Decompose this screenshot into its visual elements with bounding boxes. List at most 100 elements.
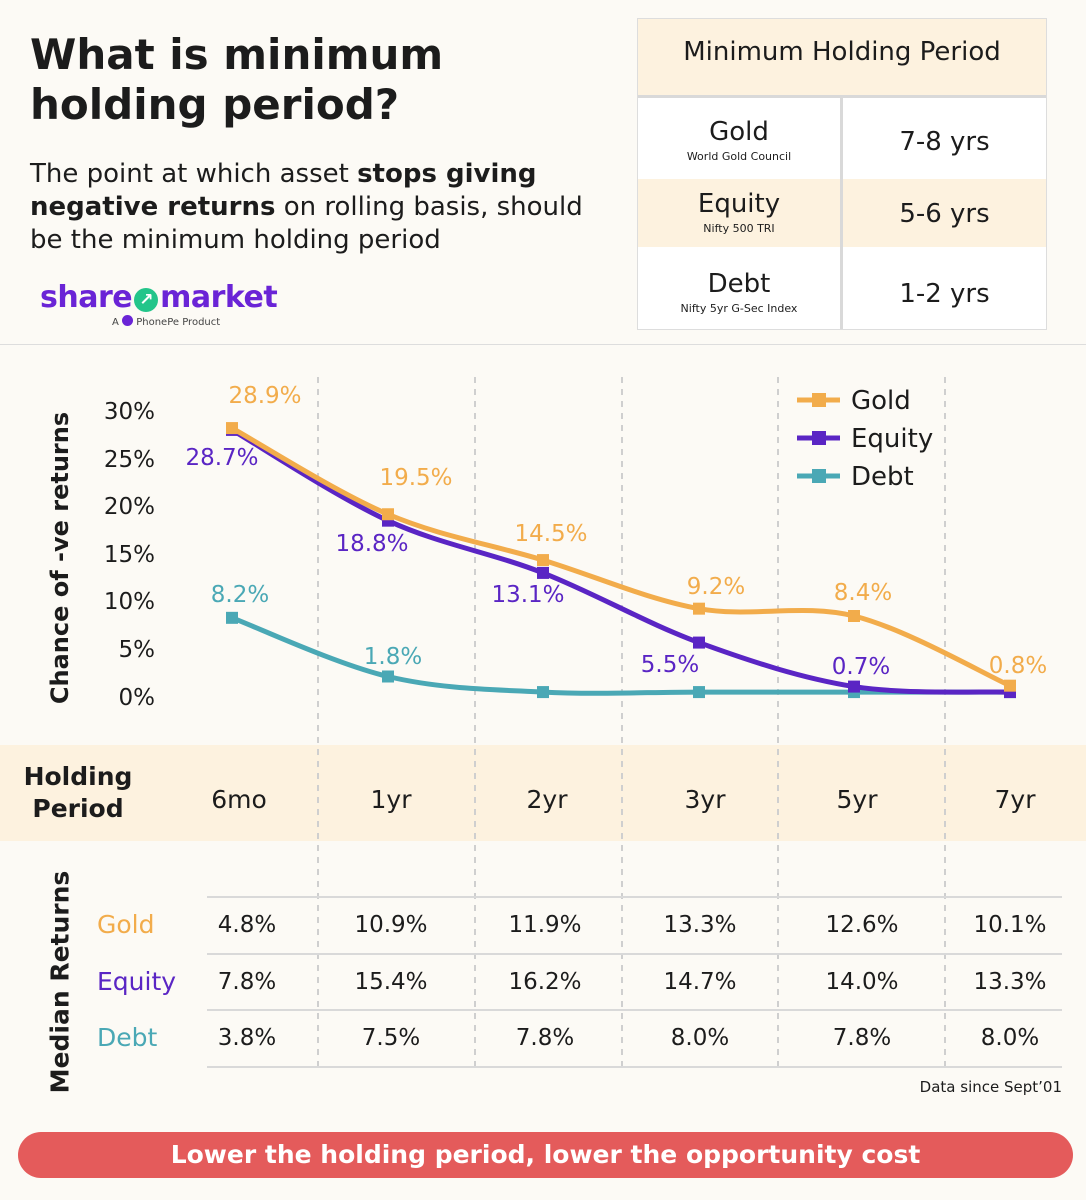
gold-data-label: 14.5%	[514, 521, 587, 547]
gold-data-point	[226, 422, 238, 435]
min-holding-table: Minimum Holding Period Gold World Gold C…	[637, 18, 1047, 330]
legend-debt-marker	[812, 469, 826, 483]
asset-name: Equity	[697, 189, 781, 219]
equity-data-point	[693, 636, 705, 649]
sharemarket-logo: share ↗ market A PhonePe Product	[40, 280, 278, 328]
gold-data-label: 0.8%	[989, 653, 1047, 679]
page-subtitle: The point at which asset stops giving ne…	[30, 158, 610, 257]
median-cell: 11.9%	[508, 912, 582, 938]
legend-debt-label: Debt	[851, 462, 914, 492]
median-cell: 14.7%	[663, 969, 737, 995]
median-cell: 8.0%	[670, 1025, 730, 1051]
median-cell: 10.9%	[354, 912, 428, 938]
median-cell: 13.3%	[973, 969, 1047, 995]
holding-period-band	[0, 745, 1086, 841]
data-source-note: Data since Sept’01	[919, 1078, 1062, 1096]
median-row-name-gold: Gold	[97, 910, 155, 939]
min-holding-table-title: Minimum Holding Period	[638, 19, 1046, 98]
median-row-name-debt: Debt	[97, 1023, 158, 1052]
debt-data-point	[693, 686, 705, 699]
gold-data-label: 9.2%	[687, 574, 745, 600]
gold-series-line	[229, 425, 1013, 689]
equity-series-line	[229, 427, 1013, 695]
logo-brand-left: share	[40, 280, 133, 315]
table-rule	[207, 953, 1062, 955]
gold-data-label: 8.4%	[834, 580, 892, 606]
median-returns-label: Median Returns	[45, 870, 75, 1094]
median-cell: 12.6%	[825, 912, 899, 938]
y-tick-label: 25%	[104, 447, 155, 473]
negative-returns-chart: 30% 25% 20% 15% 10% 5% 0% Chance of -ve returns…	[46, 377, 1047, 1068]
subtitle-text-pre: The point at which asset	[30, 159, 358, 189]
debt-series-line	[229, 615, 1013, 696]
legend-equity-marker	[812, 431, 826, 445]
asset-period: 7-8 yrs	[899, 127, 990, 157]
gold-data-label: 28.9%	[228, 383, 301, 409]
min-holding-row-gold: Gold World Gold Council 7-8 yrs	[638, 107, 1046, 175]
median-cell: 14.0%	[825, 969, 899, 995]
table-rule	[207, 1009, 1062, 1011]
asset-index: Nifty 5yr G-Sec Index	[680, 302, 798, 315]
logo-brand-right: market	[160, 280, 278, 315]
bottom-banner: Lower the holding period, lower the oppo…	[18, 1132, 1073, 1178]
y-tick-label: 0%	[119, 685, 156, 711]
y-tick-label: 10%	[104, 589, 155, 615]
gold-data-point	[848, 610, 860, 622]
y-tick-label: 5%	[119, 637, 156, 663]
debt-data-point	[382, 670, 394, 683]
equity-data-point	[537, 566, 549, 579]
gold-data-point	[382, 508, 394, 521]
median-cell: 16.2%	[508, 969, 582, 995]
holding-period-cell: 7yr	[994, 785, 1036, 814]
holding-period-cell: 6mo	[211, 785, 267, 814]
gold-data-point	[537, 554, 549, 567]
asset-index: World Gold Council	[686, 150, 792, 163]
asset-period: 1-2 yrs	[899, 279, 990, 309]
debt-data-point	[226, 611, 238, 624]
debt-data-label: 8.2%	[211, 582, 269, 608]
table-rule	[207, 896, 1062, 898]
median-cell: 4.8%	[217, 912, 277, 938]
asset-name: Gold	[709, 117, 769, 147]
legend-gold-label: Gold	[851, 386, 911, 416]
holding-period-cell: 3yr	[684, 785, 726, 814]
equity-data-label: 5.5%	[641, 652, 699, 678]
subtitle-text-post: on rolling basis, should be the minimum …	[30, 192, 583, 255]
holding-period-label: Holding Period	[23, 762, 133, 823]
section-divider	[0, 344, 1086, 345]
equity-data-label: 0.7%	[832, 654, 890, 680]
y-tick-label: 30%	[104, 399, 155, 425]
min-holding-row-debt: Debt Nifty 5yr G-Sec Index 1-2 yrs	[638, 259, 1046, 327]
y-tick-label: 15%	[104, 542, 155, 568]
gold-data-point	[1004, 679, 1016, 692]
median-cell: 3.8%	[217, 1025, 277, 1051]
y-tick-label: 20%	[104, 494, 155, 520]
page-title: What is minimum holding period?	[30, 30, 444, 129]
asset-period: 5-6 yrs	[899, 199, 990, 229]
equity-data-label: 28.7%	[185, 445, 258, 471]
asset-name: Debt	[707, 269, 771, 299]
equity-data-label: 18.8%	[335, 531, 408, 557]
logo-tagline-b: PhonePe Product	[136, 317, 221, 328]
median-cell: 15.4%	[354, 969, 428, 995]
logo-tagline-a: A	[112, 317, 119, 328]
asset-index: Nifty 500 TRI	[703, 222, 775, 235]
holding-period-cell: 1yr	[370, 785, 412, 814]
median-cell: 10.1%	[973, 912, 1047, 938]
gold-data-label: 19.5%	[379, 465, 452, 491]
subtitle-text-bold: stops giving negative returns	[30, 159, 537, 222]
median-cell: 7.5%	[361, 1025, 421, 1051]
median-cell: 13.3%	[663, 912, 737, 938]
debt-data-label: 1.8%	[364, 644, 422, 670]
median-cell: 7.8%	[515, 1025, 575, 1051]
equity-data-label: 13.1%	[491, 582, 564, 608]
median-row-name-equity: Equity	[97, 967, 177, 996]
median-cell: 8.0%	[980, 1025, 1040, 1051]
table-rule	[207, 1066, 1062, 1068]
table-divider	[840, 98, 843, 329]
median-cell: 7.8%	[832, 1025, 892, 1051]
phonepe-icon	[122, 315, 134, 326]
equity-data-point	[848, 680, 860, 693]
debt-data-point	[537, 686, 549, 699]
gold-data-point	[693, 602, 705, 615]
